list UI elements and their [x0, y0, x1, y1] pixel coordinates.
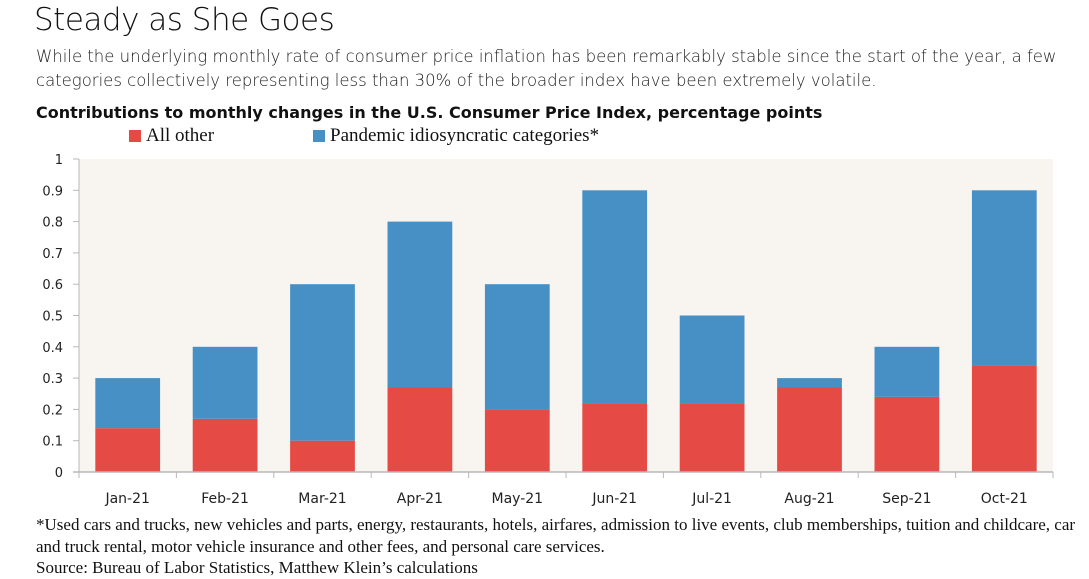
- chart-legend: All other Pandemic idiosyncratic categor…: [0, 125, 1089, 147]
- x-tick-label: Mar-21: [298, 491, 346, 507]
- chart-title: Contributions to monthly changes in the …: [36, 103, 823, 122]
- bar-all-other-feb-21: [192, 418, 258, 472]
- bar-all-other-jul-21: [679, 403, 745, 472]
- y-tick-label: 0.4: [42, 341, 63, 356]
- x-tick-label: Oct-21: [981, 491, 1028, 507]
- bar-all-other-mar-21: [290, 440, 355, 472]
- y-tick-label: 0.1: [42, 435, 63, 450]
- page-title: Steady as She Goes: [34, 2, 335, 38]
- y-tick-label: 0.5: [42, 310, 63, 325]
- y-tick-label: 0.3: [42, 372, 63, 387]
- y-tick-label: 0: [55, 466, 63, 481]
- page-subtitle: While the underlying monthly rate of con…: [36, 47, 1057, 90]
- y-tick-label: 0.6: [42, 278, 63, 293]
- legend-label-pandemic: Pandemic idiosyncratic categories*: [330, 125, 600, 146]
- y-tick-label: 0.8: [42, 216, 63, 231]
- bar-pandemic-jul-21: [679, 315, 745, 404]
- x-tick-label: Jul-21: [691, 491, 732, 507]
- legend-item-pandemic: Pandemic idiosyncratic categories*: [313, 125, 599, 147]
- bar-pandemic-feb-21: [192, 346, 258, 419]
- bar-pandemic-jun-21: [582, 190, 648, 404]
- legend-swatch-pandemic: [313, 130, 325, 142]
- x-tick-label: Sep-21: [882, 491, 931, 507]
- chart-plot: 0 0.1 0.2 0.3 0.4 0.5 0.6 0.7 0.8 0.9 1 Jan-21 Feb-2…: [42, 153, 1054, 507]
- bar-all-other-jun-21: [582, 403, 648, 472]
- bar-pandemic-mar-21: [290, 284, 355, 441]
- bar-pandemic-jan-21: [95, 378, 161, 429]
- bar-pandemic-aug-21: [777, 378, 842, 388]
- bar-all-other-may-21: [484, 409, 550, 472]
- bar-pandemic-oct-21: [971, 190, 1037, 366]
- bar-pandemic-apr-21: [387, 221, 453, 388]
- bar-pandemic-sep-21: [874, 346, 940, 397]
- x-tick-label: Jan-21: [104, 491, 149, 507]
- bar-all-other-aug-21: [777, 387, 842, 472]
- footnote-text: *Used cars and trucks, new vehicles and …: [36, 515, 1076, 556]
- bar-all-other-jan-21: [95, 428, 161, 472]
- legend-swatch-all-other: [129, 130, 141, 142]
- bar-all-other-oct-21: [971, 365, 1037, 472]
- x-tick-label: May-21: [492, 491, 544, 507]
- bar-all-other-sep-21: [874, 396, 940, 472]
- x-tick-label: Jun-21: [591, 491, 637, 507]
- x-tick-label: Feb-21: [201, 491, 249, 507]
- source-text: Source: Bureau of Labor Statistics, Matt…: [36, 558, 478, 577]
- y-tick-label: 1: [55, 153, 63, 168]
- y-tick-label: 0.9: [42, 184, 63, 199]
- legend-item-all-other: All other: [129, 125, 214, 147]
- x-tick-label: Aug-21: [784, 491, 834, 507]
- chart-footnotes: *Used cars and trucks, new vehicles and …: [36, 514, 1086, 579]
- y-tick-label: 0.2: [42, 403, 63, 418]
- bar-all-other-apr-21: [387, 387, 453, 472]
- x-tick-label: Apr-21: [397, 491, 443, 507]
- legend-label-all-other: All other: [146, 125, 215, 146]
- y-tick-label: 0.7: [42, 247, 63, 262]
- bar-pandemic-may-21: [484, 284, 550, 410]
